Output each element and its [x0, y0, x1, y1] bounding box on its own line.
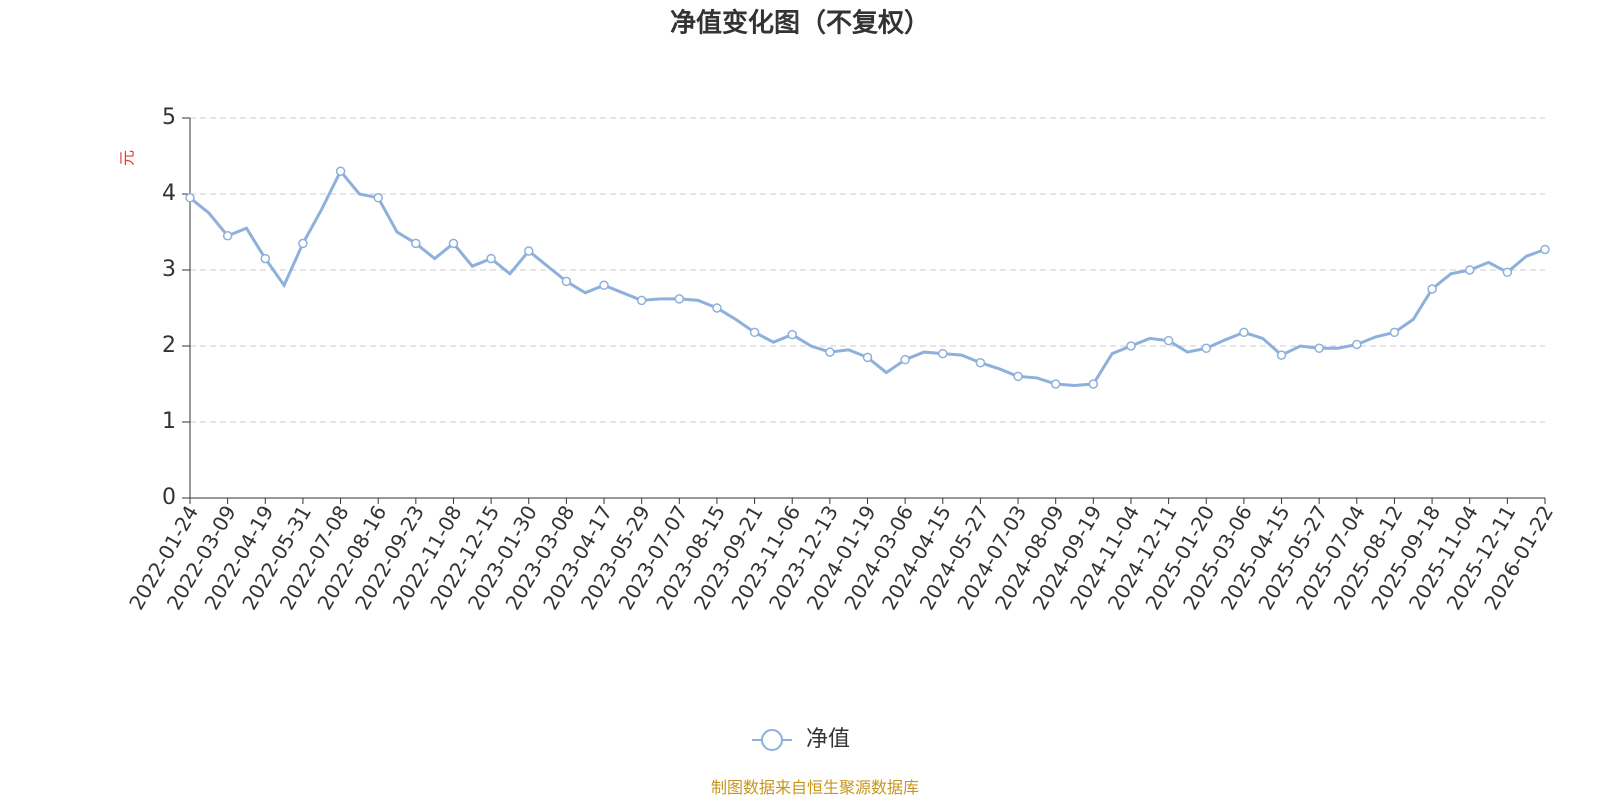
- point: [938, 348, 948, 359]
- point: [636, 295, 647, 306]
- chart-title: 净值变化图（不复权）: [670, 8, 930, 39]
- point: [222, 231, 233, 241]
- point: [1352, 339, 1362, 350]
- point: [298, 238, 308, 249]
- point: [1201, 343, 1211, 354]
- y-tick-label: 3: [162, 257, 176, 282]
- point: [1314, 343, 1324, 354]
- point: [411, 238, 421, 249]
- legend-marker: [761, 729, 783, 751]
- point: [448, 238, 459, 249]
- y-tick-label: 1: [162, 409, 176, 434]
- point: [975, 357, 986, 368]
- point: [1276, 350, 1287, 360]
- point: [1427, 284, 1437, 294]
- point: [1540, 244, 1550, 255]
- point: [1126, 341, 1136, 351]
- y-tick-label: 2: [162, 333, 176, 358]
- point: [1088, 379, 1099, 389]
- point: [712, 303, 722, 313]
- legend-label: 净值: [806, 727, 850, 752]
- point: [1502, 267, 1513, 278]
- source-note: 制图数据来自恒生聚源数据库: [711, 778, 919, 797]
- point: [185, 193, 195, 203]
- y-axis-label: 元: [118, 150, 137, 166]
- point: [524, 246, 534, 256]
- point: [1013, 371, 1023, 382]
- point: [1163, 335, 1174, 346]
- point: [561, 276, 572, 287]
- point: [1050, 379, 1061, 389]
- point: [599, 280, 609, 290]
- point: [749, 327, 760, 338]
- point: [1239, 327, 1249, 338]
- y-tick-label: 0: [162, 485, 176, 510]
- point: [900, 354, 910, 365]
- point: [1464, 265, 1475, 275]
- point: [674, 294, 685, 304]
- point: [486, 253, 496, 264]
- point: [862, 352, 873, 363]
- point: [787, 329, 797, 340]
- y-tick-label: 4: [162, 181, 176, 206]
- point: [260, 253, 271, 264]
- point: [1389, 327, 1400, 338]
- point: [825, 347, 835, 357]
- point: [335, 166, 346, 176]
- y-tick-label: 5: [162, 105, 176, 130]
- point: [373, 193, 383, 203]
